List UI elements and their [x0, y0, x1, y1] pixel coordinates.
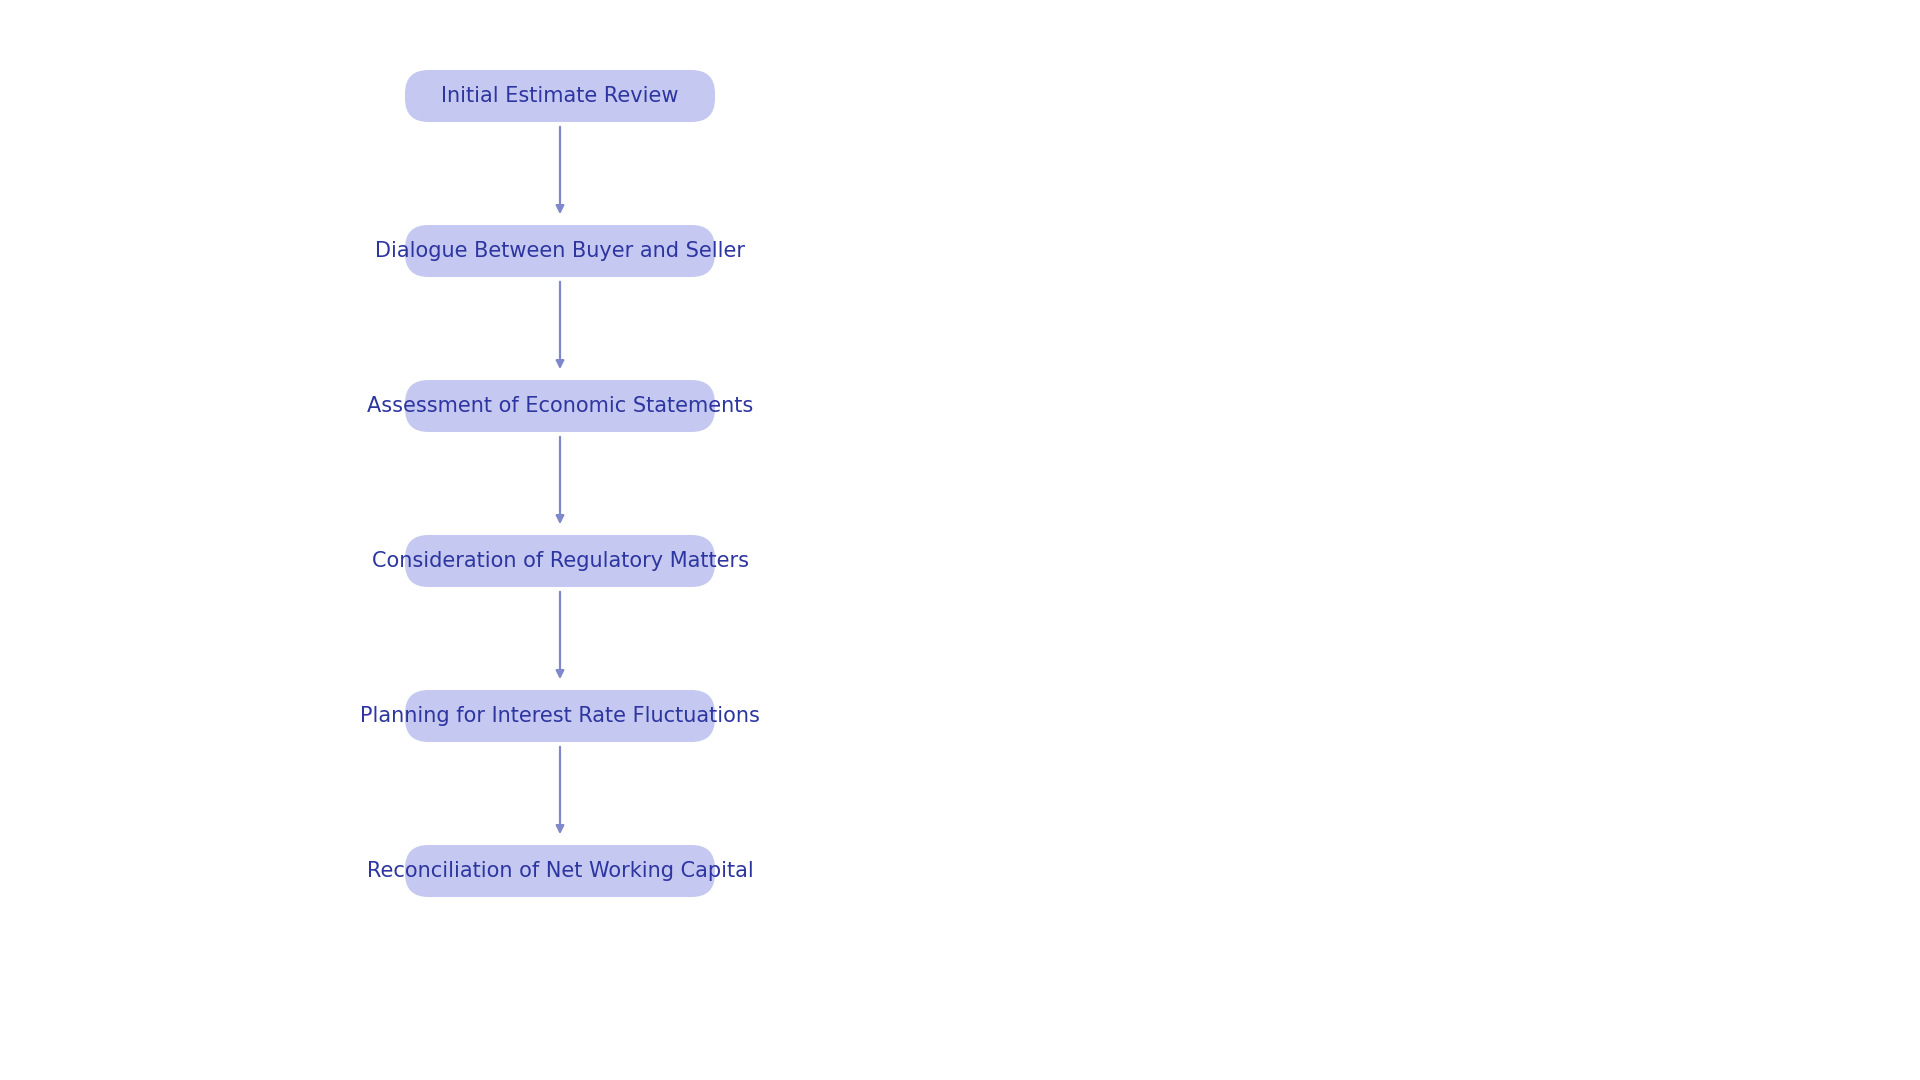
Text: Dialogue Between Buyer and Seller: Dialogue Between Buyer and Seller: [374, 241, 745, 261]
FancyBboxPatch shape: [405, 535, 714, 588]
Text: Initial Estimate Review: Initial Estimate Review: [442, 86, 680, 106]
FancyBboxPatch shape: [405, 380, 714, 432]
Text: Assessment of Economic Statements: Assessment of Economic Statements: [367, 396, 753, 416]
Text: Reconciliation of Net Working Capital: Reconciliation of Net Working Capital: [367, 861, 753, 881]
Text: Consideration of Regulatory Matters: Consideration of Regulatory Matters: [371, 551, 749, 571]
FancyBboxPatch shape: [405, 70, 714, 122]
FancyBboxPatch shape: [405, 225, 714, 276]
FancyBboxPatch shape: [405, 845, 714, 897]
FancyBboxPatch shape: [405, 690, 714, 742]
Text: Planning for Interest Rate Fluctuations: Planning for Interest Rate Fluctuations: [361, 706, 760, 726]
